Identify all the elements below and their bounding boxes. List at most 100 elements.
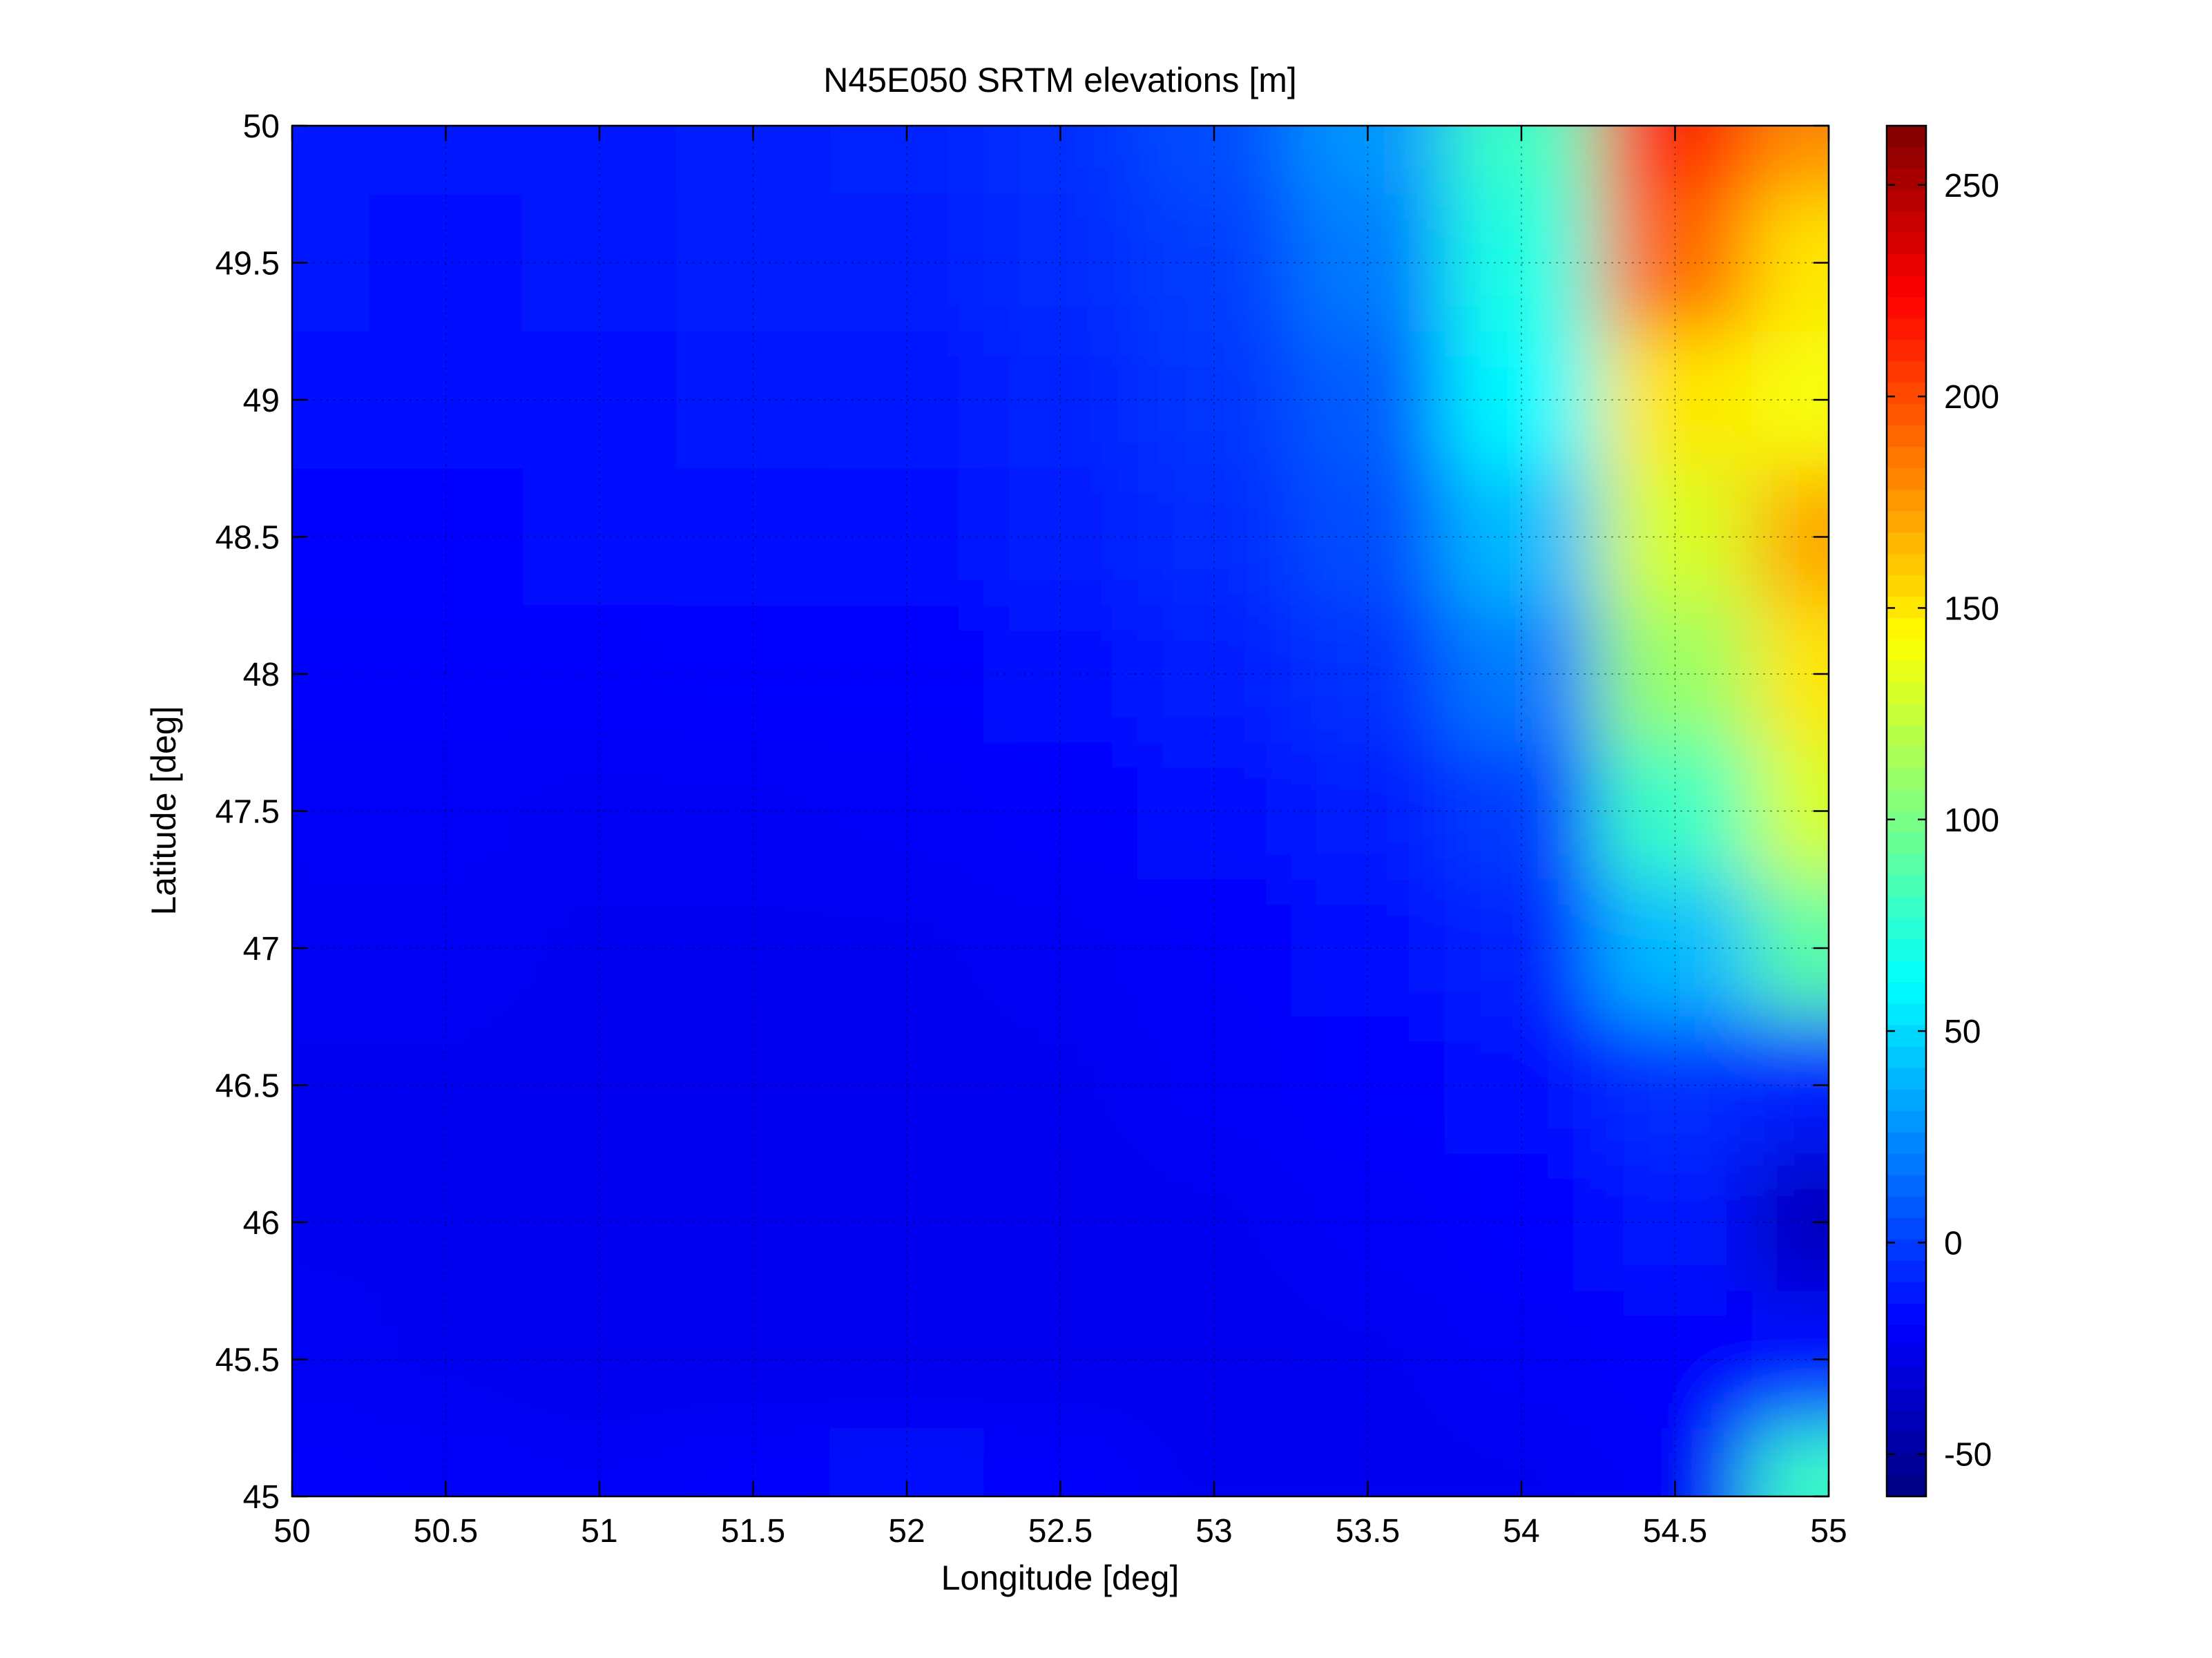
heatmap-cell bbox=[1444, 879, 1599, 1018]
heatmap-cell bbox=[369, 1153, 523, 1292]
x-tick-label: 53.5 bbox=[1336, 1513, 1400, 1550]
colorbar-band bbox=[1887, 811, 1926, 833]
colorbar-band bbox=[1887, 361, 1926, 383]
colorbar-band bbox=[1887, 1282, 1926, 1304]
heatmap-cell bbox=[369, 468, 523, 606]
colorbar-band bbox=[1887, 746, 1926, 769]
colorbar-band bbox=[1887, 1153, 1926, 1176]
heatmap-cell bbox=[1291, 879, 1445, 1018]
colorbar-band bbox=[1887, 532, 1926, 555]
heatmap-cell bbox=[1598, 331, 1753, 470]
x-tick-label: 54.5 bbox=[1643, 1513, 1707, 1550]
heatmap-cell bbox=[1444, 468, 1599, 606]
heatmap-cell bbox=[292, 126, 370, 195]
colorbar-band bbox=[1887, 1089, 1926, 1112]
colorbar-band bbox=[1887, 875, 1926, 898]
colorbar-band bbox=[1887, 383, 1926, 405]
heatmap-cell bbox=[1598, 879, 1753, 1018]
heatmap-cell bbox=[1444, 605, 1599, 744]
colorbar-band bbox=[1887, 661, 1926, 684]
heatmap-cell bbox=[1291, 1016, 1445, 1155]
heatmap-cell bbox=[829, 879, 985, 1018]
colorbar-band bbox=[1887, 254, 1926, 276]
colorbar-band bbox=[1887, 918, 1926, 941]
colorbar-band bbox=[1887, 1324, 1926, 1347]
heatmap-cell bbox=[522, 194, 677, 332]
heatmap-cell bbox=[1291, 1153, 1445, 1292]
colorbar-band bbox=[1887, 404, 1926, 427]
colorbar-tick-label: 150 bbox=[1944, 590, 1999, 627]
heatmap-cell bbox=[1137, 1291, 1292, 1429]
colorbar-band bbox=[1887, 340, 1926, 362]
colorbar-band bbox=[1887, 1410, 1926, 1433]
heatmap-cell bbox=[1444, 742, 1599, 880]
colorbar-band bbox=[1887, 233, 1926, 255]
y-tick-label: 47 bbox=[243, 931, 280, 967]
heatmap-cell bbox=[1137, 1153, 1292, 1292]
heatmap-cell bbox=[522, 879, 677, 1018]
heatmap-cell bbox=[292, 1427, 370, 1496]
heatmap-cell bbox=[676, 1153, 831, 1292]
y-axis-ticks: 45 45.5 46 46.5 47 47.5 48 48.5 49 49.5 50 bbox=[215, 108, 1829, 1516]
x-tick-label: 54 bbox=[1503, 1513, 1539, 1550]
colorbar-band bbox=[1887, 832, 1926, 855]
x-tick-label: 52 bbox=[888, 1513, 925, 1550]
colorbar-band bbox=[1887, 982, 1926, 1005]
colorbar-band bbox=[1887, 447, 1926, 470]
y-tick-label: 46 bbox=[243, 1205, 280, 1242]
heatmap-cell bbox=[829, 331, 985, 470]
colorbar-band bbox=[1887, 211, 1926, 233]
heatmap-cell bbox=[1444, 1291, 1599, 1429]
colorbar-band bbox=[1887, 276, 1926, 298]
heatmap-cell bbox=[1291, 605, 1445, 744]
heatmap-cell bbox=[1598, 1016, 1753, 1155]
y-axis-label: Latitude [deg] bbox=[144, 706, 183, 915]
colorbar-band bbox=[1887, 896, 1926, 919]
heatmap-cell bbox=[829, 605, 985, 744]
colorbar-band bbox=[1887, 768, 1926, 791]
colorbar-tick-label: 200 bbox=[1944, 379, 1999, 416]
colorbar-band bbox=[1887, 1389, 1926, 1411]
y-tick-label: 50 bbox=[243, 108, 280, 145]
heatmap-cell bbox=[369, 1291, 523, 1429]
colorbar-band bbox=[1887, 1132, 1926, 1155]
heatmap-cell bbox=[1137, 605, 1292, 744]
y-tick-label: 46.5 bbox=[215, 1068, 280, 1105]
x-tick-label: 51.5 bbox=[721, 1513, 785, 1550]
heatmap-cell bbox=[522, 1016, 677, 1155]
colorbar-band bbox=[1887, 425, 1926, 448]
colorbar-band bbox=[1887, 1453, 1926, 1476]
heatmap-cell bbox=[829, 468, 985, 606]
colorbar-frame bbox=[1885, 124, 1927, 1498]
colorbar-band bbox=[1887, 554, 1926, 577]
heatmap-cell bbox=[1598, 1153, 1753, 1292]
colorbar-band bbox=[1887, 854, 1926, 876]
colorbar: -50 0 50 100 150 200 250 bbox=[1885, 124, 1999, 1498]
heatmap-cell bbox=[829, 194, 985, 332]
heatmap-cell bbox=[369, 742, 523, 880]
colorbar-band bbox=[1887, 1025, 1926, 1048]
colorbar-band bbox=[1887, 190, 1926, 212]
colorbar-band bbox=[1887, 1175, 1926, 1197]
y-tick-label: 49.5 bbox=[215, 246, 280, 282]
colorbar-band bbox=[1887, 1303, 1926, 1326]
y-tick-label: 48 bbox=[243, 657, 280, 693]
y-tick-label: 48.5 bbox=[215, 520, 280, 557]
colorbar-band bbox=[1887, 1046, 1926, 1069]
heatmap-cell bbox=[369, 605, 523, 744]
colorbar-band bbox=[1887, 126, 1926, 148]
colorbar-band bbox=[1887, 1474, 1926, 1497]
heatmap-cell bbox=[522, 605, 677, 744]
heatmap-cell bbox=[369, 194, 523, 332]
y-tick-label: 45 bbox=[243, 1479, 280, 1516]
colorbar-band bbox=[1887, 318, 1926, 340]
heatmap-cell bbox=[369, 879, 523, 1018]
heatmap-cell bbox=[829, 742, 985, 880]
colorbar-tick-label: 250 bbox=[1944, 168, 1999, 204]
heatmap-cell bbox=[829, 1153, 985, 1292]
heatmap-cell bbox=[676, 1016, 831, 1155]
heatmap-cell bbox=[983, 468, 1138, 606]
colorbar-band bbox=[1887, 704, 1926, 726]
colorbar-band bbox=[1887, 147, 1926, 169]
